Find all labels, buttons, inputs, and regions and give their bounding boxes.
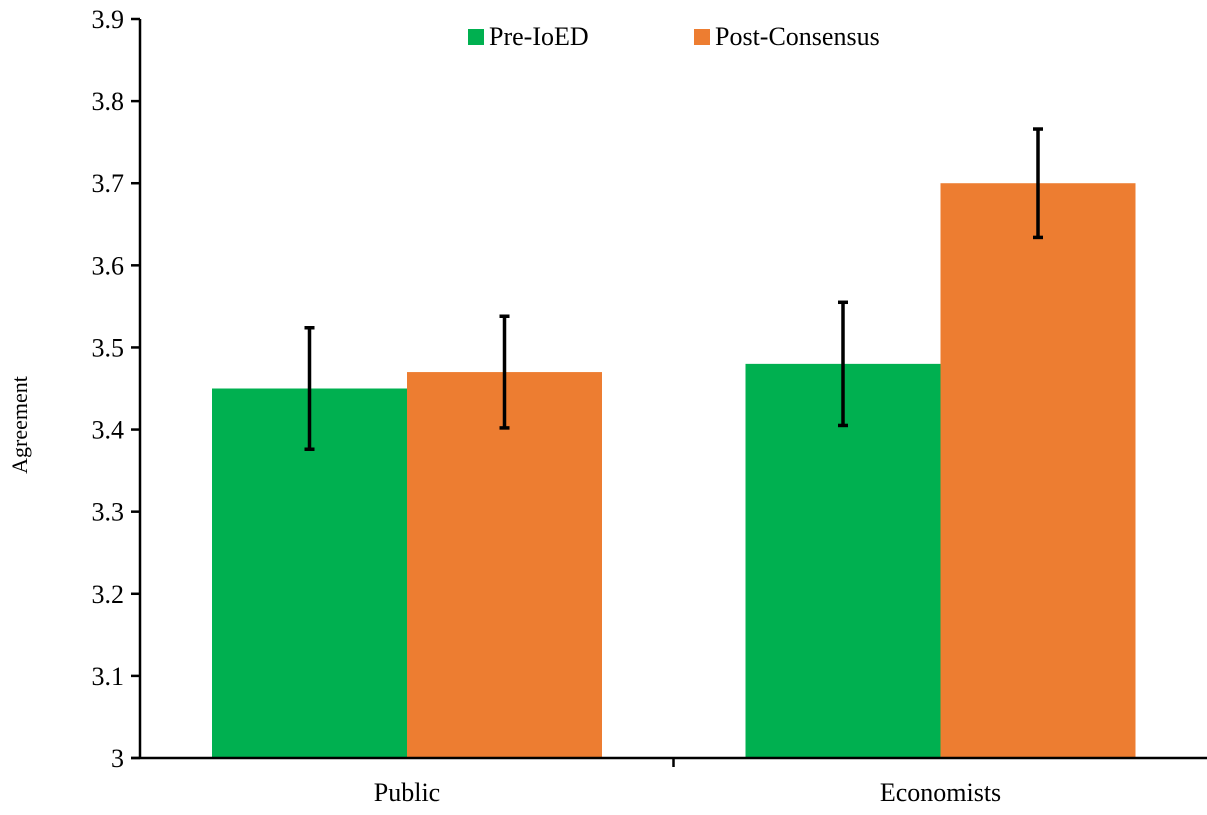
- y-tick-label: 3: [111, 744, 124, 773]
- y-tick-label: 3.1: [92, 662, 125, 691]
- y-tick-label: 3.6: [92, 251, 125, 280]
- bar-public-post-consensus: [407, 372, 602, 758]
- y-tick-label: 3.7: [92, 169, 125, 198]
- y-tick-label: 3.8: [92, 87, 125, 116]
- bar-economists-post-consensus: [941, 183, 1136, 758]
- legend: Pre-IoED Post-Consensus: [468, 22, 880, 51]
- legend-item-pre-ioed: Pre-IoED: [468, 22, 589, 51]
- y-tick-label: 3.3: [92, 498, 125, 527]
- bars-group: [212, 183, 1136, 758]
- legend-swatch: [468, 29, 484, 45]
- legend-item-post-consensus: Post-Consensus: [694, 22, 880, 51]
- y-tick-label: 3.5: [92, 333, 125, 362]
- x-tick-label: Economists: [880, 778, 1001, 807]
- legend-swatch: [694, 29, 710, 45]
- x-tick-label: Public: [374, 778, 440, 807]
- y-axis-label: Agreement: [7, 376, 32, 474]
- y-tick-label: 3.9: [92, 5, 125, 34]
- y-tick-label: 3.2: [92, 580, 125, 609]
- y-tick-label: 3.4: [92, 416, 125, 445]
- legend-label: Post-Consensus: [715, 22, 880, 51]
- legend-label: Pre-IoED: [489, 22, 589, 51]
- y-axis-label-group: Agreement: [7, 376, 32, 474]
